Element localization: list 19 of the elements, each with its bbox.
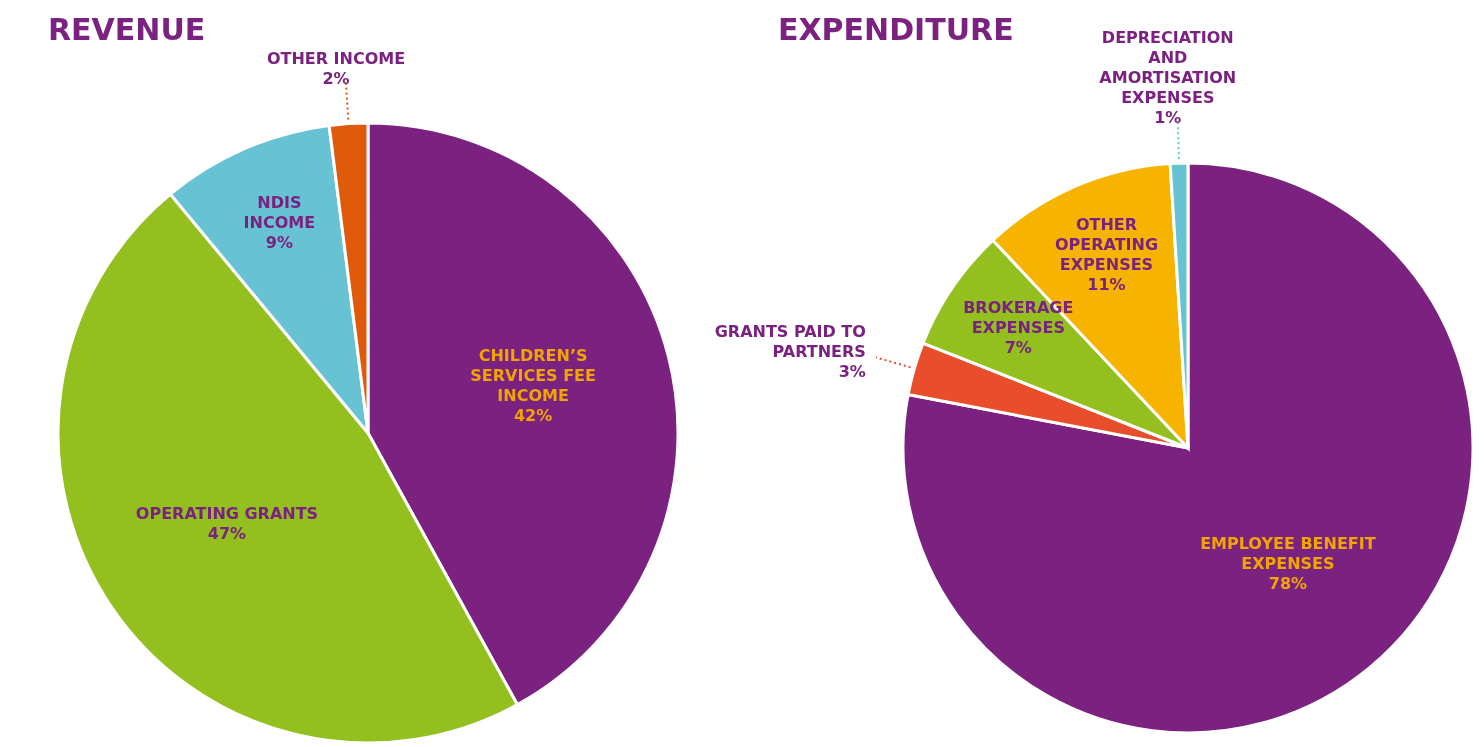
slice-label: NDIS INCOME (243, 193, 316, 233)
data-label: 42% (513, 405, 553, 425)
chart-title: EXPENDITURE (778, 12, 1014, 47)
data-label: 47% (207, 523, 247, 543)
data-label: 78% (1268, 573, 1308, 593)
slice-label: OTHER INCOME (266, 48, 406, 68)
data-label: 11% (1087, 274, 1126, 294)
slice-label: EMPLOYEE BENEFIT EXPENSES (1200, 533, 1376, 573)
data-label: 2% (322, 68, 350, 88)
slice-label: GRANTS PAID TO PARTNERS (714, 322, 866, 362)
data-label: 9% (265, 233, 293, 253)
slice-label: OTHER OPERATING EXPENSES (1054, 214, 1159, 274)
chart-title: REVENUE (48, 12, 206, 47)
data-label: 3% (838, 362, 866, 382)
slice-label: OPERATING GRANTS (135, 503, 319, 523)
data-label: 1% (1154, 108, 1182, 128)
slice-label: CHILDREN’S SERVICES FEE INCOME (470, 345, 596, 405)
data-label: 7% (1004, 337, 1032, 357)
slice-label: DEPRECIATION AND AMORTISATION EXPENSES (1099, 28, 1237, 108)
